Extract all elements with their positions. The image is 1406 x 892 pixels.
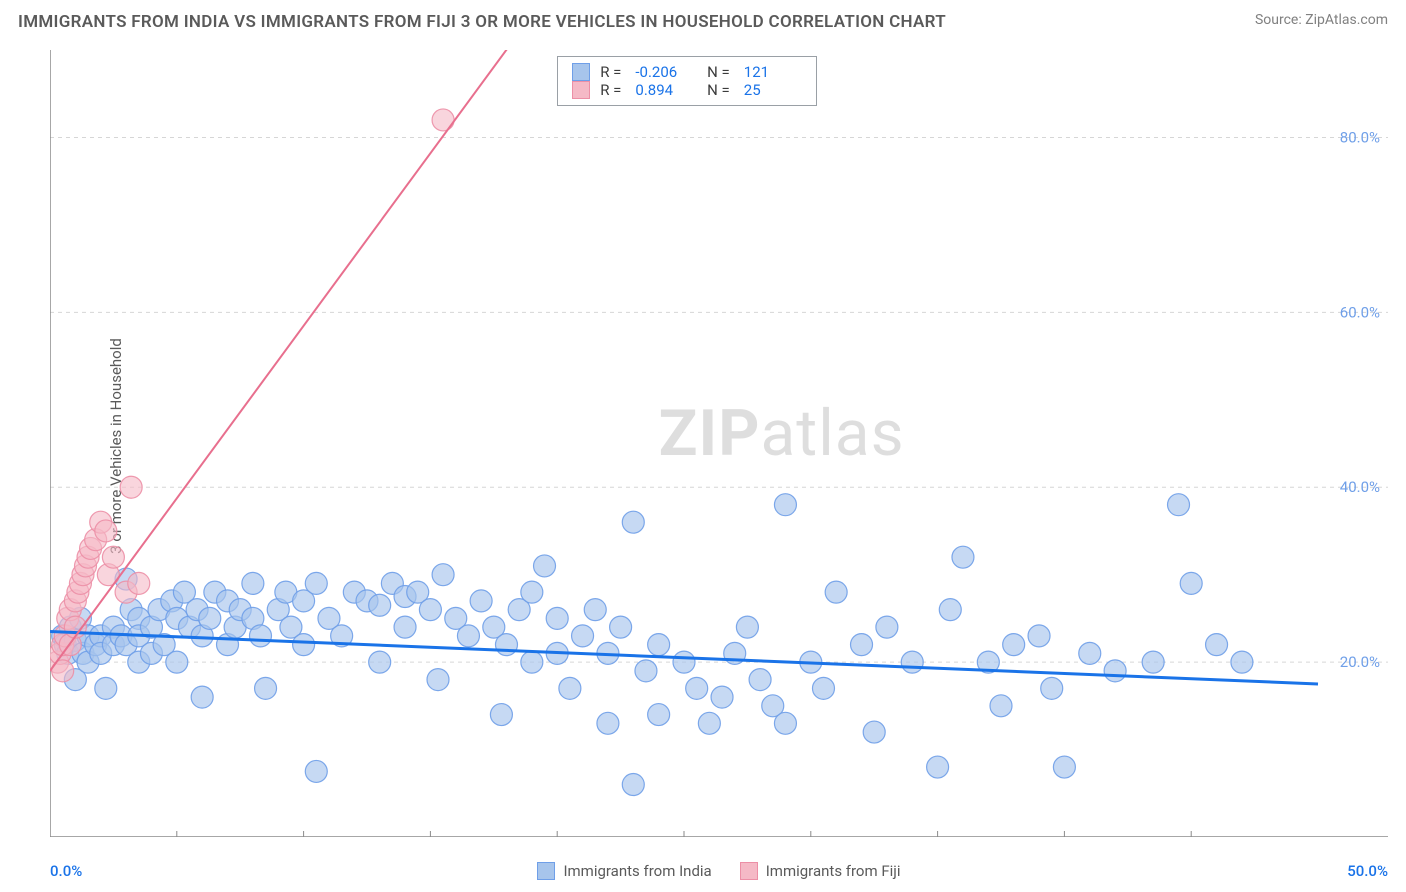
- correlation-legend-row: R =0.894 N =25: [572, 81, 802, 99]
- source-label: Source: ZipAtlas.com: [1255, 12, 1388, 28]
- chart-title: IMMIGRANTS FROM INDIA VS IMMIGRANTS FROM…: [18, 12, 946, 32]
- series-legend: Immigrants from India Immigrants from Fij…: [50, 862, 1388, 880]
- correlation-legend: R =-0.206 N =121 R =0.894 N =25: [557, 56, 817, 106]
- svg-text:20.0%: 20.0%: [1340, 653, 1380, 671]
- svg-text:40.0%: 40.0%: [1340, 478, 1380, 496]
- xaxis-max-label: 50.0%: [1347, 862, 1388, 880]
- xaxis-min-label: 0.0%: [50, 862, 82, 880]
- svg-text:60.0%: 60.0%: [1340, 303, 1380, 321]
- legend-item: Immigrants from Fiji: [740, 862, 901, 880]
- chart-area: 20.0%40.0%60.0%80.0% ZIPatlas R =-0.206 …: [50, 50, 1388, 837]
- scatter-chart: 20.0% 40.0% 60.0% 80.0%: [50, 50, 1388, 837]
- svg-text:80.0%: 80.0%: [1340, 128, 1380, 146]
- legend-item: Immigrants from India: [537, 862, 711, 880]
- correlation-legend-row: R =-0.206 N =121: [572, 63, 802, 81]
